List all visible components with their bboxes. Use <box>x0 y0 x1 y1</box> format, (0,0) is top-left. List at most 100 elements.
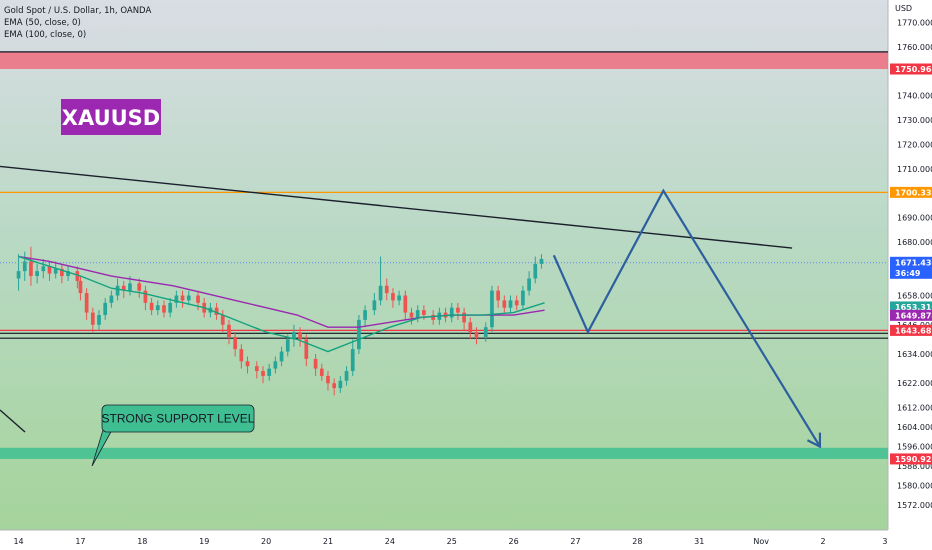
candle-body <box>90 312 95 325</box>
candle-body <box>180 295 185 301</box>
support-callout[interactable]: STRONG SUPPORT LEVEL <box>91 404 255 467</box>
candle-body <box>474 332 479 337</box>
zone-0[interactable] <box>0 51 888 70</box>
candle-body <box>29 261 33 277</box>
levels-layer <box>0 51 888 339</box>
candle-body <box>391 293 395 301</box>
candle-body <box>332 383 337 389</box>
candle-body <box>468 322 473 333</box>
candle-body <box>298 332 302 340</box>
y-tick-label: 1710.000 <box>897 165 932 174</box>
currency-label: USD <box>895 4 912 13</box>
candle-body <box>292 332 296 340</box>
candle-body <box>233 336 238 350</box>
y-tick-label: 1730.000 <box>897 116 932 125</box>
candle-body <box>84 293 89 313</box>
candle-body <box>103 302 108 316</box>
y-tick-label: 1588.000 <box>897 462 932 471</box>
y-tick-label: 1572.000 <box>897 501 932 510</box>
candle-body <box>66 271 70 277</box>
price-tag-label: 1700.336 <box>895 188 932 197</box>
candle-body <box>196 295 200 303</box>
candle-body <box>273 361 278 369</box>
x-tick-label: 21 <box>323 537 333 546</box>
trendline[interactable] <box>0 165 793 249</box>
candle-body <box>456 307 460 313</box>
projection-arrowhead <box>806 432 822 449</box>
price-tag-countdown: 36:49 <box>895 269 921 278</box>
legend-ema-100[interactable]: EMA (100, close, 0) <box>4 30 86 40</box>
candle-body <box>372 300 377 311</box>
candle-body <box>22 261 27 272</box>
price-tag-4 <box>890 309 932 321</box>
projection-path[interactable] <box>552 188 822 449</box>
candle-body <box>143 290 148 303</box>
price-tag-label: 1653.310 <box>895 303 932 312</box>
candle-body <box>527 278 531 291</box>
price-tag-2 <box>890 256 932 279</box>
x-tick-label: 25 <box>447 537 457 546</box>
candles-layer <box>16 246 544 396</box>
y-tick-label: 1740.000 <box>897 92 932 101</box>
time-axis-ticks: 14 17 18 19 20 21 24 25 26 27 28 31 Nov 2 3 <box>13 537 887 546</box>
candle-body <box>350 349 355 372</box>
candle-body <box>313 358 318 369</box>
symbol-watermark-text: XAUUSD <box>62 106 160 130</box>
candle-body <box>186 295 191 301</box>
price-tag-label: 1649.874 <box>895 311 932 320</box>
candle-body <box>168 302 173 313</box>
candle-body <box>254 366 259 372</box>
candle-body <box>285 339 290 352</box>
price-tag-1 <box>890 186 932 198</box>
candle-body <box>239 349 244 362</box>
candle-body <box>214 307 219 316</box>
candle-body <box>304 339 309 359</box>
candle-body <box>245 361 250 367</box>
support-callout-box <box>101 404 255 433</box>
time-axis-background <box>0 530 888 550</box>
price-tag-label: 1643.682 <box>895 326 932 335</box>
legend-ema-50[interactable]: EMA (50, close, 0) <box>4 18 81 28</box>
x-tick-label: Nov <box>753 537 769 546</box>
candle-body <box>16 271 21 279</box>
candle-body <box>397 295 401 301</box>
candle-body <box>502 300 507 308</box>
candle-body <box>115 285 120 296</box>
x-tick-label: 31 <box>694 537 704 546</box>
x-tick-label: 24 <box>385 537 395 546</box>
candle-body <box>174 295 179 303</box>
price-tag-3 <box>890 301 932 313</box>
zones-layer <box>0 51 888 459</box>
y-tick-label: 1580.000 <box>897 482 932 491</box>
y-tick-label: 1690.000 <box>897 214 932 223</box>
x-tick-label: 2 <box>820 537 825 546</box>
zone-1[interactable] <box>0 447 888 459</box>
ema-50-line <box>18 255 545 353</box>
y-tick-label: 1596.000 <box>897 443 932 452</box>
candle-body <box>162 305 166 313</box>
x-tick-label: 27 <box>570 537 580 546</box>
candle-body <box>109 295 114 303</box>
price-tag-6 <box>890 453 932 465</box>
y-tick-label: 1622.000 <box>897 379 932 388</box>
candle-body <box>53 268 58 274</box>
candle-body <box>41 266 46 272</box>
plot-background <box>0 0 888 530</box>
price-tag-label: 1590.929 <box>895 455 932 464</box>
candle-body <box>319 368 324 376</box>
candle-body <box>483 327 488 337</box>
candle-body <box>490 290 494 328</box>
y-tick-label: 1720.000 <box>897 140 932 149</box>
x-tick-label: 14 <box>13 537 23 546</box>
candle-body <box>227 324 231 337</box>
y-tick-label: 1658.000 <box>897 292 932 301</box>
candle-body <box>496 290 501 301</box>
candle-body <box>261 371 265 376</box>
small-trend-segment <box>0 409 26 433</box>
candle-body <box>539 258 544 264</box>
x-tick-label: 18 <box>137 537 147 546</box>
price-tags: 1750.9641700.3361671.43036:491653.310164… <box>890 63 932 465</box>
candle-body <box>357 319 361 350</box>
candle-body <box>220 315 225 325</box>
